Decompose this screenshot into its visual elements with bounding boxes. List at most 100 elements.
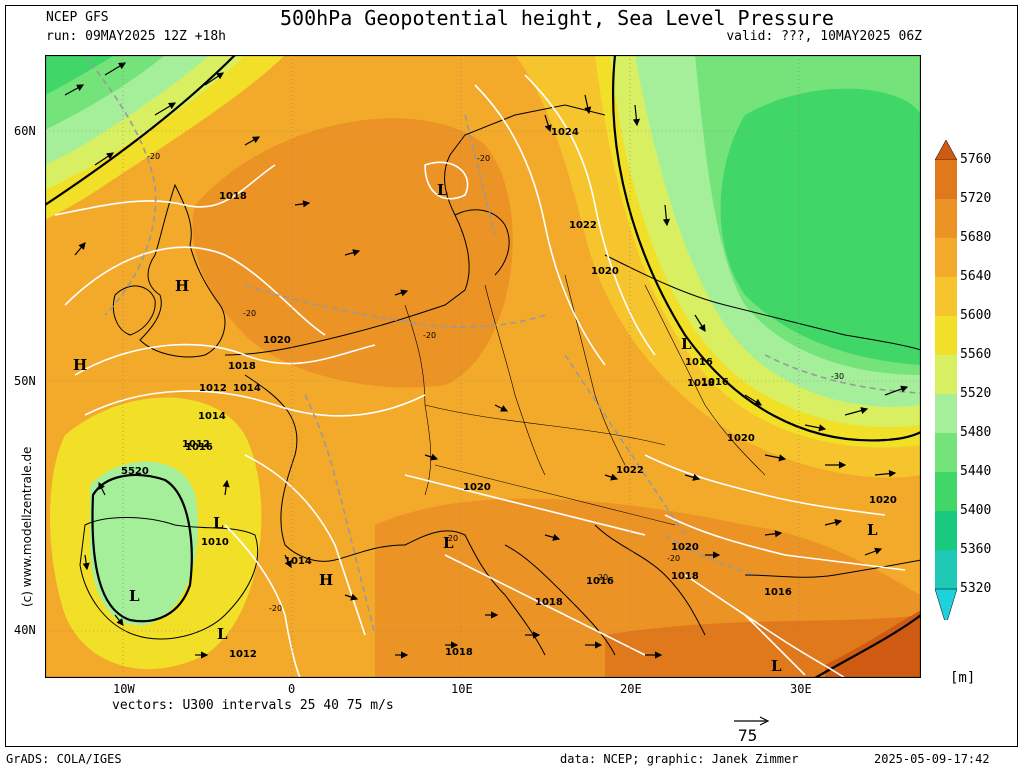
isobar-label: 1018 [687, 378, 715, 389]
isotherm-label: -20 [423, 331, 436, 340]
isobar-label: 1018 [445, 647, 473, 658]
band-5760-se [825, 610, 921, 678]
isobar-label: 1012 [182, 439, 210, 450]
isobars [54, 74, 906, 678]
colorbar-segment [935, 238, 957, 277]
isobar-label: 1012 [229, 649, 257, 660]
weather-map: 1024 1022 1020 1018 1016 1014 1012 1010 … [45, 55, 921, 678]
band-5360-nw [45, 55, 115, 95]
colorbar-tick-label: 5520 [960, 386, 992, 401]
low-marker: L [443, 534, 454, 552]
colorbar-segment [935, 199, 957, 238]
plot-frame [5, 5, 1018, 747]
map-border [45, 55, 921, 678]
unit-label: [m] [950, 670, 976, 686]
colorbar-tick-label: 5480 [960, 425, 992, 440]
isobar-label: 1018 [219, 191, 247, 202]
isotherm-label: -20 [667, 554, 680, 563]
watermark: (c) www.modellzentrale.de [20, 446, 34, 607]
high-marker: H [175, 277, 189, 295]
lon-label-10e: 10E [451, 682, 473, 696]
colorbar-segment [935, 355, 957, 394]
isobar-label: 1022 [616, 465, 644, 476]
colorbar-tick-label: 5320 [960, 581, 992, 596]
lon-label-0: 0 [288, 682, 296, 696]
model-name: NCEP GFS [46, 10, 109, 25]
colorbar-segment-top [935, 140, 957, 161]
colorbar-tick-label: 5640 [960, 269, 992, 284]
colorbar-tick-label: 5440 [960, 464, 992, 479]
lat-label-60n: 60N [14, 124, 36, 138]
colorbar-tick-label: 5400 [960, 503, 992, 518]
isotherm-label: -20 [147, 152, 160, 161]
colorbar-segment [935, 316, 957, 355]
lat-label-40n: 40N [14, 623, 36, 637]
low-marker: L [681, 335, 692, 353]
colorbar-segment [935, 394, 957, 433]
valid-info: valid: ???, 10MAY2025 06Z [726, 29, 922, 44]
isobar-label: 1010 [201, 537, 229, 548]
height-contour-label: 5520 [121, 466, 149, 477]
isobar-label: 1012 [199, 383, 227, 394]
colorbar-tick-label: 5680 [960, 230, 992, 245]
colorbar [935, 140, 957, 620]
low-marker: L [437, 181, 448, 199]
isotherm-label: -30 [831, 372, 844, 381]
low-marker: L [867, 521, 878, 539]
colorbar-segment-bottom [935, 588, 957, 620]
colorbar-segment [935, 511, 957, 550]
isotherm-label: -20 [243, 309, 256, 318]
isobar-label: 1018 [535, 597, 563, 608]
low-marker: L [129, 587, 140, 605]
colorbar-segment [935, 550, 957, 589]
isotherm-label: -20 [269, 604, 282, 613]
colorbar-tick-label: 5560 [960, 347, 992, 362]
pressure-centres: H H H L L L L L L L L [73, 181, 878, 675]
high-marker: H [73, 356, 87, 374]
colorbar-tick-label: 5600 [960, 308, 992, 323]
isobar-label: 1020 [591, 266, 619, 277]
reference-vector-label: 75 [738, 726, 758, 745]
chart-title: 500hPa Geopotential height, Sea Level Pr… [280, 6, 834, 30]
isobar-label: 1014 [233, 383, 261, 394]
lat-label-50n: 50N [14, 374, 36, 388]
isobar-label: 1016 [185, 442, 213, 453]
low-marker: L [771, 657, 782, 675]
colorbar-segment [935, 277, 957, 316]
high-marker: H [319, 571, 333, 589]
lon-label-30e: 30E [790, 682, 812, 696]
isotherm-label: -20 [595, 573, 608, 582]
isobar-label: 1016 [701, 377, 729, 388]
isobar-label: 1018 [45, 55, 73, 58]
isobar-label: 1024 [551, 127, 579, 138]
colorbar-tick-label: 5360 [960, 542, 992, 557]
footer-timestamp: 2025-05-09-17:42 [874, 752, 990, 766]
isobar-label: 1014 [198, 411, 226, 422]
colorbar-segment [935, 160, 957, 199]
low-marker: L [213, 514, 224, 532]
colorbar-segment [935, 472, 957, 511]
isobar-label: 1018 [671, 571, 699, 582]
low-marker: L [217, 625, 228, 643]
run-info: run: 09MAY2025 12Z +18h [46, 29, 227, 44]
isobar-labels: 1024 1022 1020 1018 1016 1014 1012 1010 … [45, 55, 897, 660]
isotherm-label: -20 [477, 154, 490, 163]
footer-software: GrADS: COLA/IGES [6, 752, 122, 766]
colorbar-tick-label: 5760 [960, 152, 992, 167]
height-contours [45, 55, 921, 678]
lon-label-10w: 10W [113, 682, 135, 696]
band-5520-sw [90, 461, 198, 626]
footer-credit: data: NCEP; graphic: Janek Zimmer [560, 752, 799, 766]
reference-vector-arrow [734, 716, 770, 726]
isobar-label: 1020 [727, 433, 755, 444]
colorbar-segment [935, 433, 957, 472]
band-5360-east [720, 88, 921, 366]
isotherm-label: -20 [445, 534, 458, 543]
isobar-label: 1014 [284, 556, 312, 567]
isobar-label: 1020 [263, 335, 291, 346]
vectors-note: vectors: U300 intervals 25 40 75 m/s [112, 698, 394, 713]
country-borders [404, 274, 766, 526]
isotherms [84, 55, 921, 636]
isobar-label: 1016 [764, 587, 792, 598]
isobar-label: 1016 [586, 576, 614, 587]
